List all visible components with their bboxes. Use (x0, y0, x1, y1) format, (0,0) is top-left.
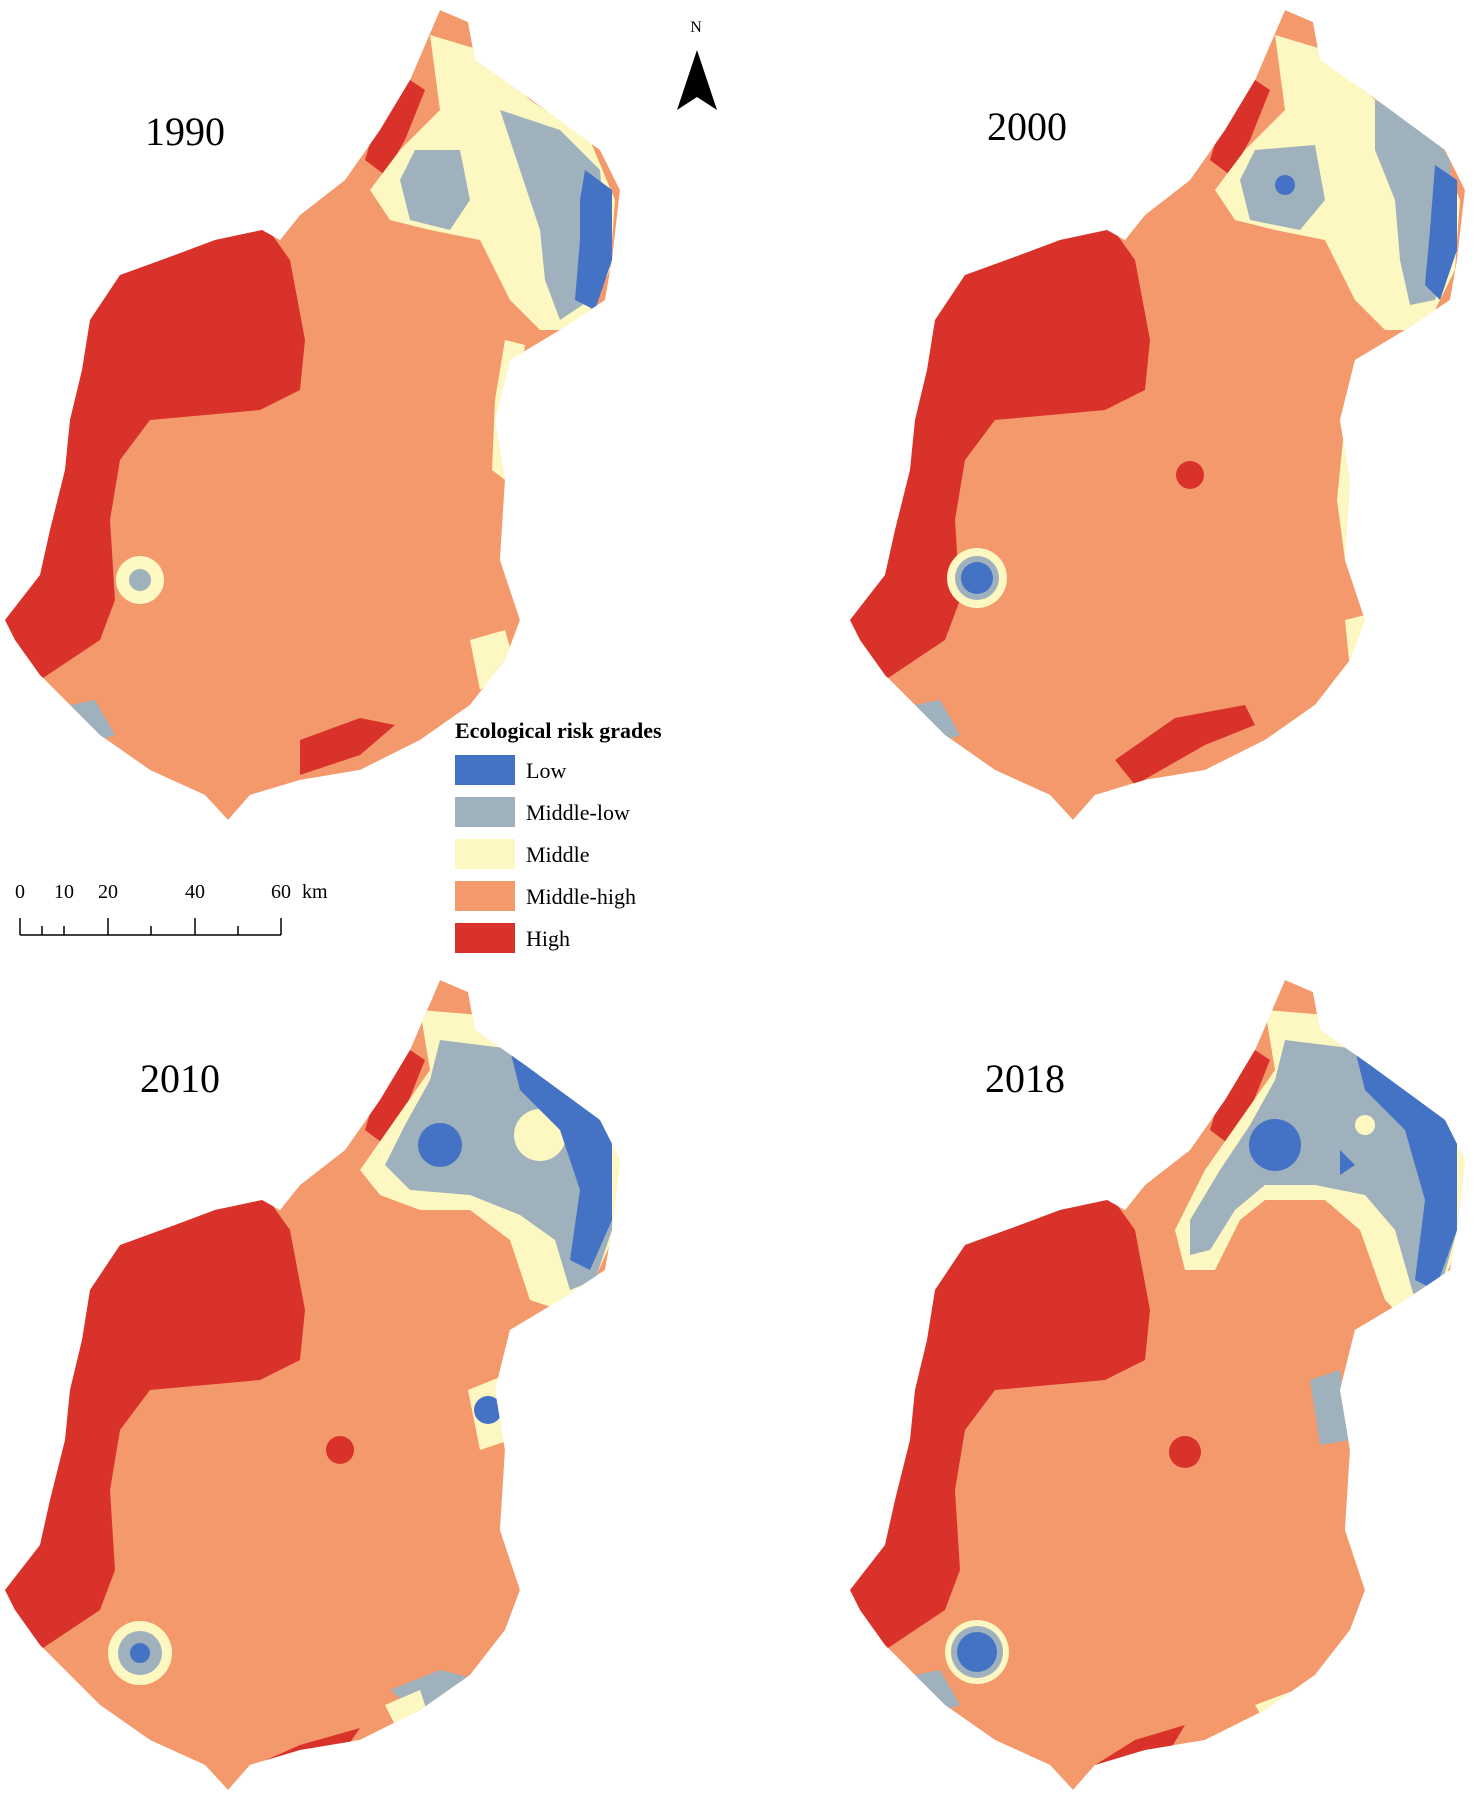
zone-low-center-spot (1275, 175, 1295, 195)
legend-swatch-middle-low (455, 797, 515, 827)
legend-item-middle-low: Middle-low (455, 797, 630, 827)
scale-tick-label-0: 0 (15, 881, 25, 903)
risk-map-2010 (5, 980, 620, 1790)
legend-item-high: High (455, 923, 570, 953)
zone-middle-low-southwest (70, 700, 115, 740)
zone-middle-low-strip-east (1310, 1370, 1350, 1445)
zone-middle-south (470, 630, 515, 690)
map-panel-2010: 2010 (5, 980, 620, 1790)
risk-map-2018 (850, 980, 1465, 1790)
legend-item-low: Low (455, 755, 566, 785)
map-year-label: 1990 (145, 109, 225, 154)
legend-swatch-middle-high (455, 881, 515, 911)
north-arrow: N (677, 19, 717, 110)
zone-low-spot (130, 1643, 150, 1663)
map-year-label: 2010 (140, 1056, 220, 1101)
zone-high-center-spot (1169, 1436, 1201, 1468)
zone-high-north (365, 70, 425, 175)
zone-high-south (1115, 705, 1255, 785)
zone-middle-low-center (400, 150, 470, 230)
zone-low-spot (957, 1632, 997, 1672)
zone-low-east-spot (474, 1396, 502, 1424)
risk-map-2000 (850, 10, 1465, 820)
zone-low-center-spot (418, 1123, 462, 1167)
zone-low-east (575, 170, 612, 310)
zone-middle-low-southwest (915, 700, 960, 740)
zone-low-center-spot (1249, 1119, 1301, 1171)
legend-title: Ecological risk grades (455, 718, 662, 743)
zone-middle-north (1215, 35, 1460, 330)
legend-label-middle: Middle (526, 842, 590, 867)
legend-label-middle-high: Middle-high (526, 884, 636, 909)
scale-tick-label-20: 20 (98, 881, 118, 903)
zone-high-south (300, 718, 395, 775)
zone-middle-low-southwest (915, 1670, 960, 1710)
risk-map-1990 (5, 10, 620, 820)
map-year-label: 2018 (985, 1056, 1065, 1101)
scale-tick-label-40: 40 (185, 881, 205, 903)
legend-label-high: High (526, 926, 570, 951)
zone-low-center-2 (1340, 1150, 1355, 1175)
legend-item-middle: Middle (455, 839, 590, 869)
zone-middle-low-spot (129, 569, 151, 591)
legend: Ecological risk grades Low Middle-low Mi… (455, 718, 662, 953)
map-panel-1990: 1990 (5, 10, 620, 820)
zone-high-center-spot (326, 1436, 354, 1464)
scale-tick-label-60: 60 (271, 881, 291, 903)
zone-high-center-spot (1176, 461, 1204, 489)
zone-low-east (1425, 165, 1457, 300)
legend-label-middle-low: Middle-low (526, 800, 630, 825)
legend-swatch-middle (455, 839, 515, 869)
scale-bar: 0 10 20 40 60 km (15, 881, 328, 936)
legend-swatch-low (455, 755, 515, 785)
map-panel-2000: 2000 (850, 10, 1465, 820)
legend-label-low: Low (526, 758, 566, 783)
zone-high-north (1210, 1040, 1270, 1145)
north-label: N (690, 19, 702, 36)
legend-item-middle-high: Middle-high (455, 881, 636, 911)
zone-low-spot (961, 562, 993, 594)
zone-high-north (365, 1040, 425, 1145)
north-arrow-icon (677, 50, 717, 110)
map-panel-2018: 2018 (850, 980, 1465, 1790)
zone-high-north (1210, 70, 1270, 175)
legend-swatch-high (455, 923, 515, 953)
zone-middle-southwest-spot (88, 1718, 132, 1762)
scale-bar-line (19, 918, 282, 936)
scale-tick-label-10: 10 (54, 881, 74, 903)
zone-middle-south (1345, 615, 1370, 670)
map-year-label: 2000 (987, 104, 1067, 149)
zone-middle-center-spot (1355, 1115, 1375, 1135)
scale-unit-label: km (302, 881, 328, 903)
